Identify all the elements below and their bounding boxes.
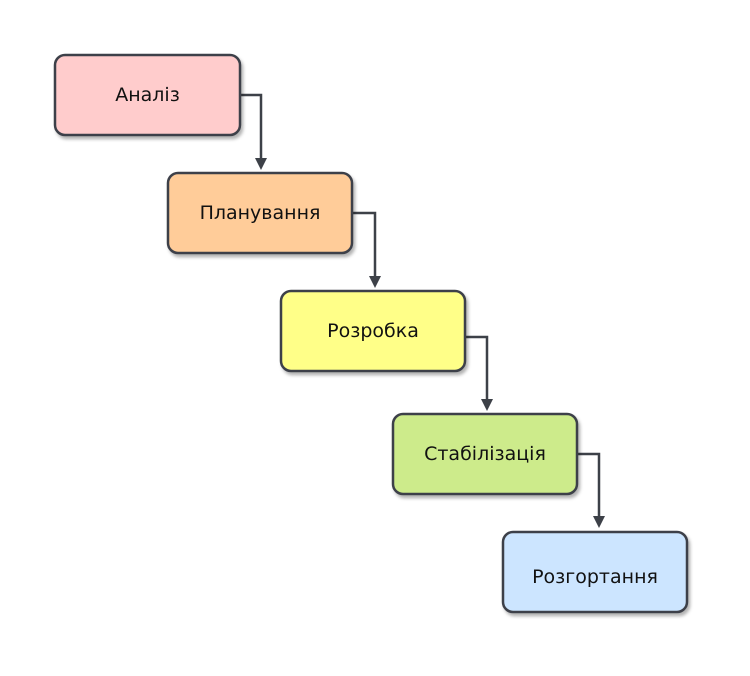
stage-deployment: Розгортання	[501, 530, 689, 614]
stage-box	[166, 171, 354, 255]
connector-development-to-stabilization	[465, 335, 493, 411]
stage-label: Планування	[200, 202, 321, 224]
stage-box	[391, 412, 579, 496]
stage-analysis: Аналіз	[53, 53, 242, 137]
arrowhead-icon	[481, 399, 493, 411]
connector-planning-to-development	[352, 211, 381, 288]
stage-label: Стабілізація	[424, 443, 546, 465]
stage-planning: Планування	[166, 171, 354, 255]
arrowhead-icon	[255, 158, 267, 170]
arrowhead-icon	[593, 516, 605, 528]
stage-box	[501, 530, 689, 614]
stage-box	[279, 289, 467, 373]
stage-label: Розробка	[327, 320, 419, 342]
stage-stabilization: Стабілізація	[391, 412, 579, 496]
stage-label: Розгортання	[532, 566, 658, 588]
stage-label: Аналіз	[115, 84, 180, 106]
arrowhead-icon	[369, 276, 381, 288]
stage-development: Розробка	[279, 289, 467, 373]
connector-analysis-to-planning	[240, 93, 267, 170]
stage-box	[53, 53, 242, 137]
connector-stabilization-to-deployment	[577, 452, 605, 528]
